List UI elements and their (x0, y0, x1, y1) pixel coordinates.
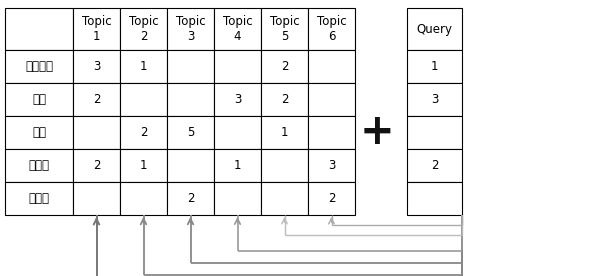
Text: Topic
5: Topic 5 (269, 15, 299, 43)
Bar (261, 182, 308, 215)
Bar (73, 182, 120, 215)
Bar (5, 8, 73, 50)
Bar (167, 182, 214, 215)
Text: 2: 2 (93, 159, 100, 172)
Bar (407, 149, 462, 182)
Bar (261, 149, 308, 182)
Bar (261, 83, 308, 116)
Bar (73, 8, 120, 50)
Text: 2: 2 (187, 192, 194, 205)
Bar (120, 50, 167, 83)
Text: Query: Query (416, 23, 452, 36)
Bar (120, 8, 167, 50)
Bar (5, 182, 73, 215)
Bar (261, 8, 308, 50)
Bar (308, 116, 355, 149)
Bar (407, 83, 462, 116)
Text: 3: 3 (234, 93, 241, 106)
Bar (308, 149, 355, 182)
Bar (73, 116, 120, 149)
Bar (214, 116, 261, 149)
Text: 3: 3 (93, 60, 100, 73)
Bar (407, 116, 462, 149)
Bar (73, 50, 120, 83)
Text: 2: 2 (281, 93, 288, 106)
Bar (214, 182, 261, 215)
Bar (407, 50, 462, 83)
Bar (308, 8, 355, 50)
Bar (308, 50, 355, 83)
Bar (167, 8, 214, 50)
Bar (261, 50, 308, 83)
Bar (167, 50, 214, 83)
Bar (5, 50, 73, 83)
Bar (214, 8, 261, 50)
Bar (120, 149, 167, 182)
Text: 2: 2 (93, 93, 100, 106)
Bar (167, 116, 214, 149)
Text: Topic
1: Topic 1 (82, 15, 112, 43)
Bar (167, 83, 214, 116)
Bar (120, 116, 167, 149)
Text: 3: 3 (431, 93, 438, 106)
Bar (308, 83, 355, 116)
Text: 2: 2 (328, 192, 335, 205)
Text: 개발: 개발 (32, 93, 46, 106)
Text: 1: 1 (281, 126, 288, 139)
Text: Topic
3: Topic 3 (176, 15, 205, 43)
Text: 데이터: 데이터 (29, 159, 49, 172)
Text: 1: 1 (140, 60, 147, 73)
Bar (214, 149, 261, 182)
Bar (5, 149, 73, 182)
Bar (73, 83, 120, 116)
Bar (5, 83, 73, 116)
Bar (5, 116, 73, 149)
Text: 2: 2 (431, 159, 438, 172)
Bar (407, 182, 462, 215)
Bar (120, 83, 167, 116)
Text: 1: 1 (234, 159, 241, 172)
Text: 3: 3 (328, 159, 335, 172)
Text: 기록: 기록 (32, 126, 46, 139)
Bar (214, 83, 261, 116)
Text: 2: 2 (140, 126, 147, 139)
Text: 프로그램: 프로그램 (25, 60, 53, 73)
Bar (407, 8, 462, 50)
Text: +: + (359, 112, 394, 153)
Text: Topic
6: Topic 6 (317, 15, 346, 43)
Bar (214, 50, 261, 83)
Text: Topic
2: Topic 2 (128, 15, 158, 43)
Text: 1: 1 (140, 159, 147, 172)
Bar (308, 182, 355, 215)
Text: 2: 2 (281, 60, 288, 73)
Bar (167, 149, 214, 182)
Text: 5: 5 (187, 126, 194, 139)
Text: 서비스: 서비스 (29, 192, 49, 205)
Bar (261, 116, 308, 149)
Text: 1: 1 (431, 60, 438, 73)
Bar (73, 149, 120, 182)
Text: Topic
4: Topic 4 (223, 15, 253, 43)
Bar (120, 182, 167, 215)
